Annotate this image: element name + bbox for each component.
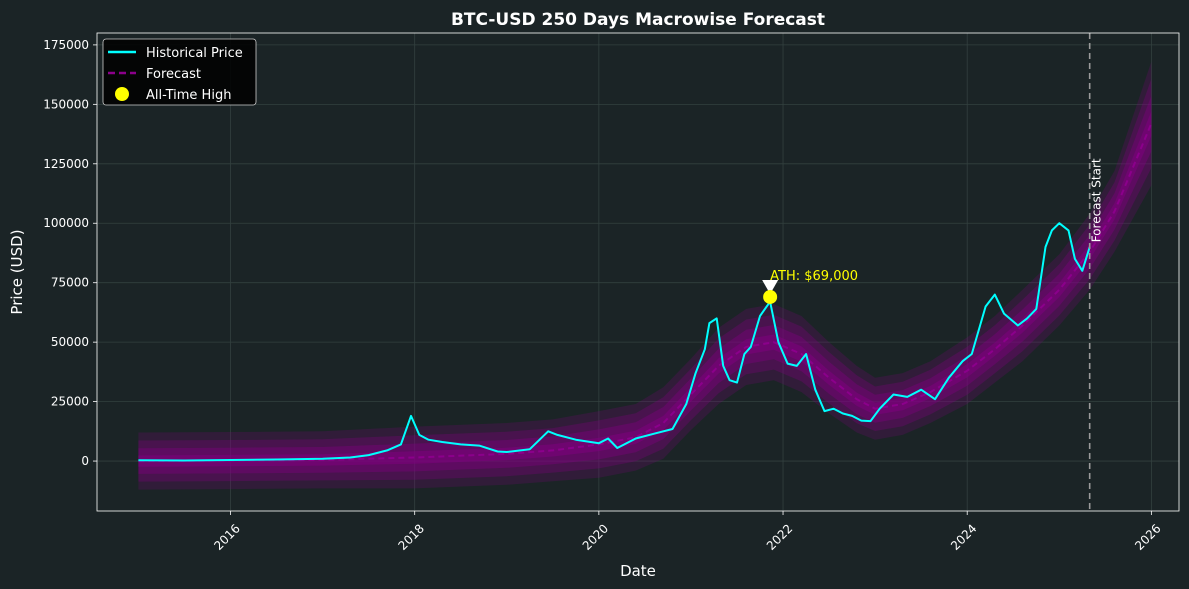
y-tick-label: 25000 [51, 395, 89, 409]
legend-label: Historical Price [146, 46, 243, 61]
legend-label: Forecast [146, 67, 201, 82]
ath-marker [763, 289, 778, 304]
forecast-start-label: Forecast Start [1090, 158, 1104, 242]
ath-marker-group: ATH: $69,000 [762, 269, 858, 304]
legend-label: All-Time High [146, 88, 231, 103]
ath-label: ATH: $69,000 [770, 269, 858, 284]
forecast-band-1 [138, 61, 1152, 490]
chart-title: BTC-USD 250 Days Macrowise Forecast [451, 10, 825, 30]
x-axis-label: Date [620, 562, 656, 580]
y-tick-label: 150000 [43, 97, 89, 111]
x-tick-label: 2018 [396, 521, 427, 552]
y-axis-label: Price (USD) [8, 229, 26, 314]
forecast-band-2 [138, 78, 1152, 482]
x-tick-label: 2022 [764, 521, 795, 552]
y-tick-label: 0 [81, 454, 89, 468]
historical-series [138, 222, 1091, 462]
legend: Historical Price Forecast All-Time High [102, 38, 257, 106]
plot-frame [96, 32, 1180, 512]
y-tick-label: 75000 [51, 276, 89, 290]
x-tick-label: 2024 [948, 521, 979, 552]
forecast-start-marker: Forecast Start [1088, 33, 1104, 511]
forecast-bands [138, 61, 1152, 490]
forecast-line [138, 123, 1153, 463]
y-tick-label: 100000 [43, 216, 89, 230]
legend-marker-ath [115, 87, 129, 101]
historical-price-line [138, 222, 1091, 462]
x-tick-label: 2016 [211, 521, 242, 552]
y-tick-label: 125000 [43, 157, 89, 171]
ath-arrow [762, 279, 779, 294]
y-axis-ticks: 0 25000 50000 75000 100000 125000 150000 175000 [43, 38, 97, 468]
x-tick-label: 2020 [580, 521, 611, 552]
x-tick-label: 2026 [1132, 521, 1163, 552]
y-tick-label: 50000 [51, 335, 89, 349]
forecast-series [138, 123, 1153, 463]
y-tick-label: 175000 [43, 38, 89, 52]
legend-box [102, 38, 257, 106]
x-axis-ticks: 2016 2018 2020 2022 2024 2026 [211, 511, 1164, 553]
